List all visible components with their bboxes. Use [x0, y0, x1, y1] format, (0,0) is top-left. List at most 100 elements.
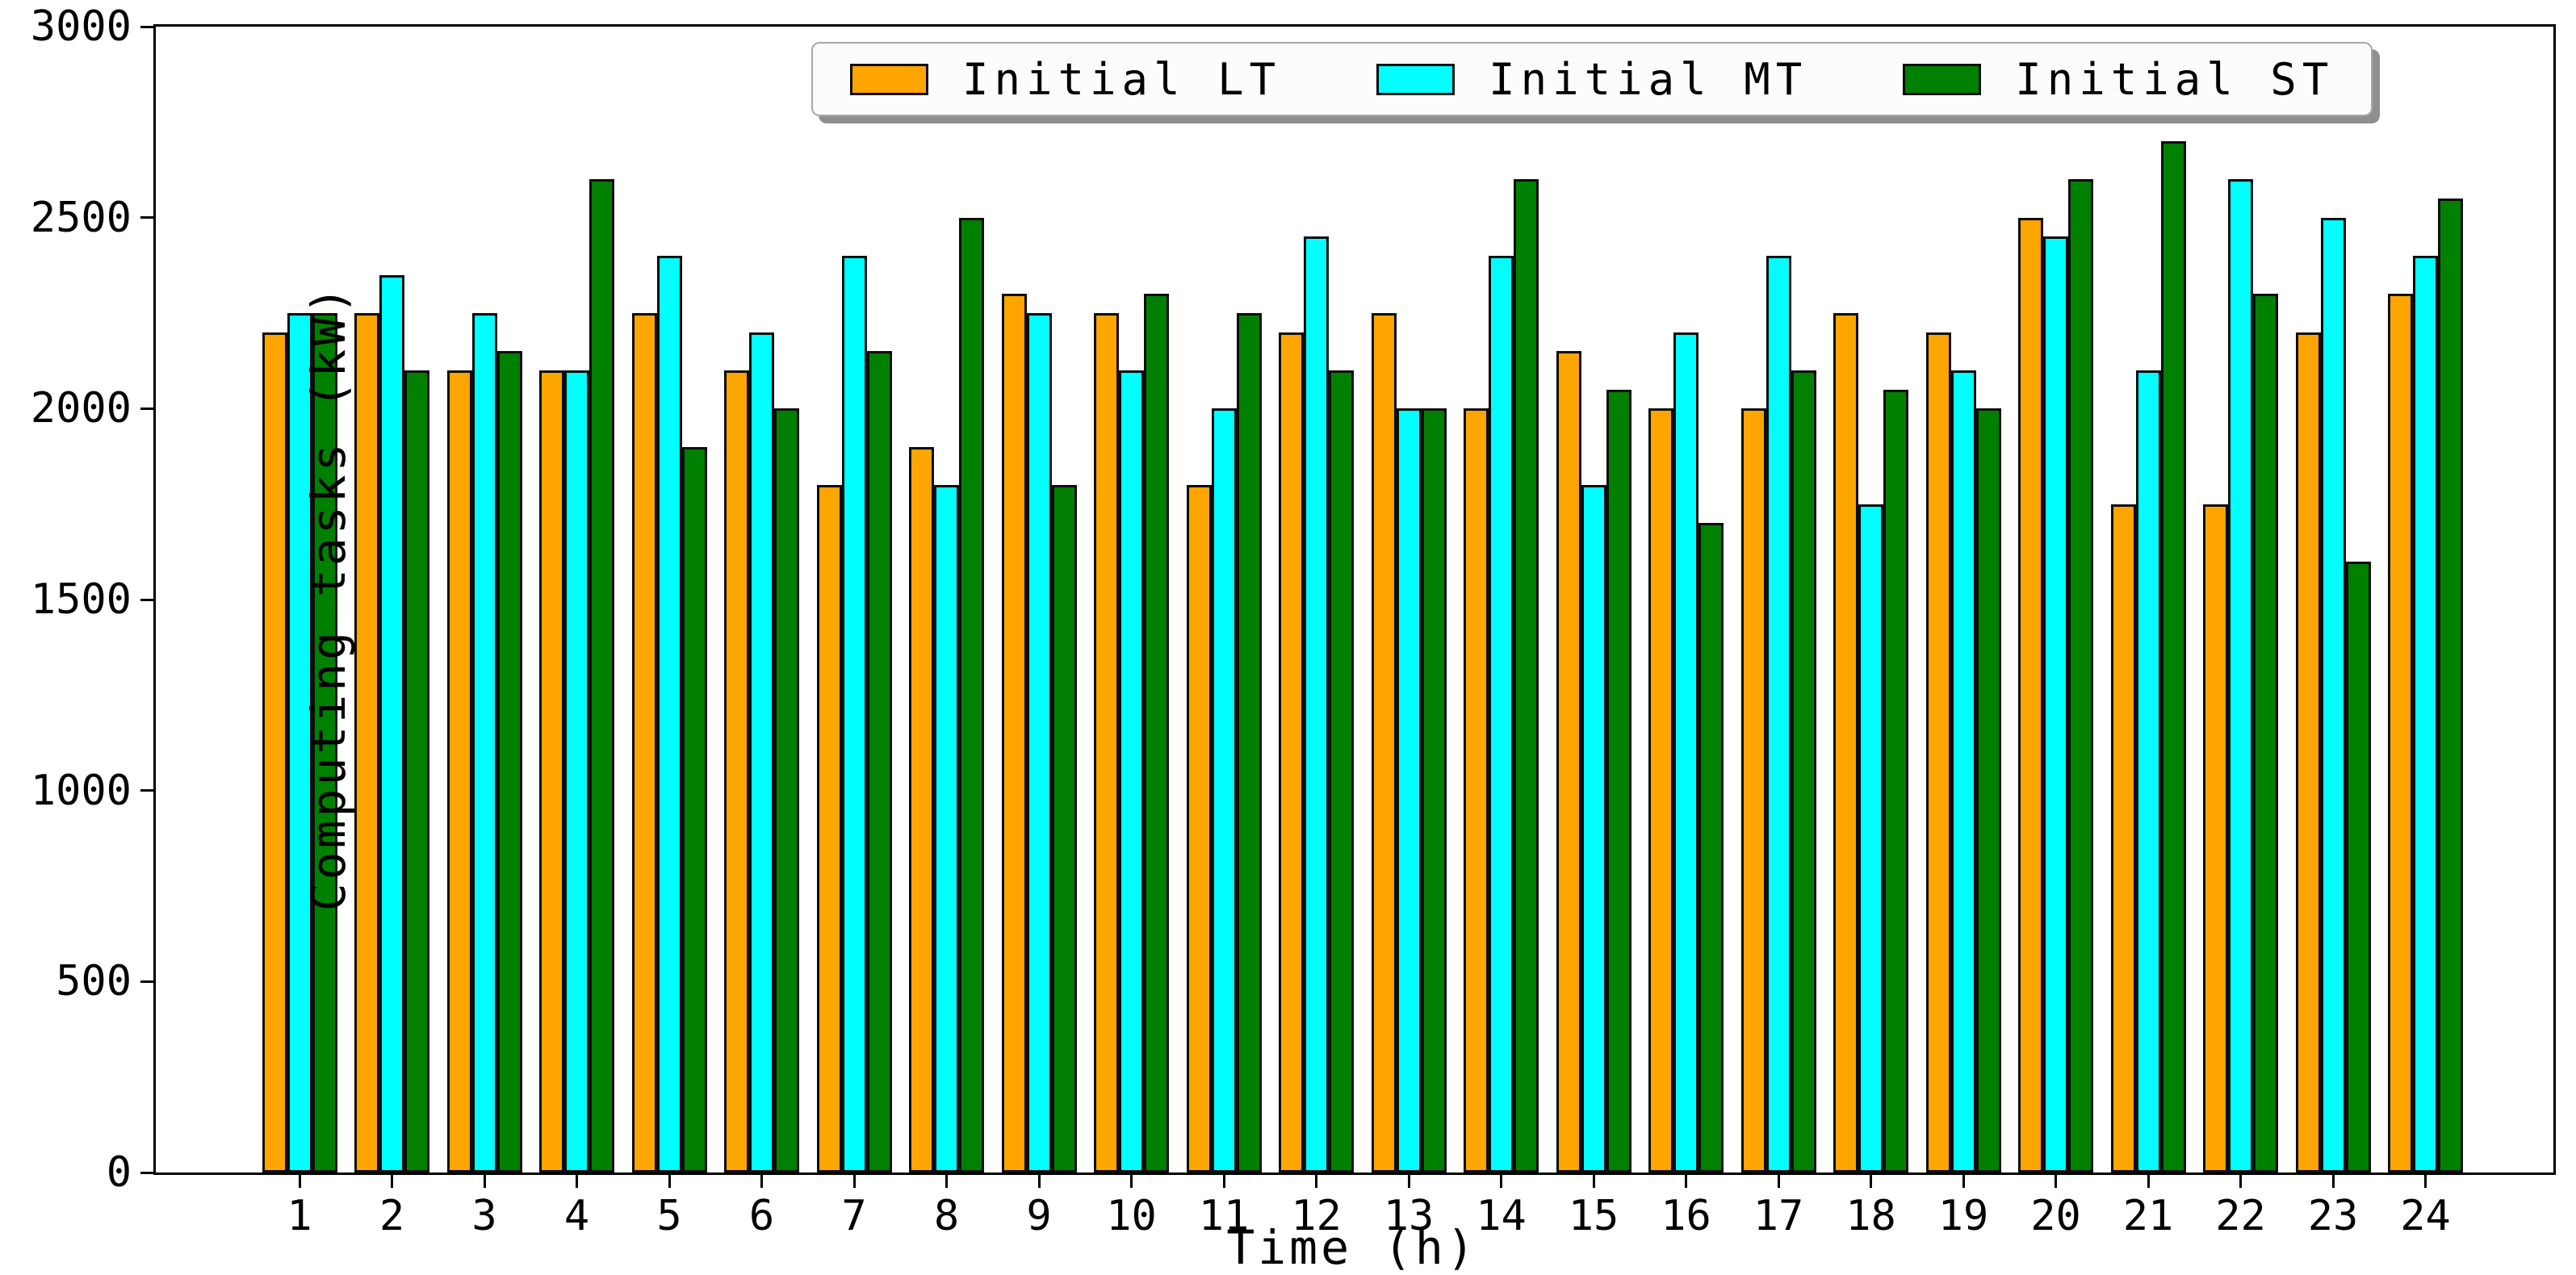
bar-h21-mt [2135, 370, 2161, 1173]
x-tick-mark [852, 1175, 856, 1188]
x-tick-label: 12 [1291, 1192, 1342, 1240]
bar-h19-mt [1950, 370, 1976, 1173]
x-tick-mark [2239, 1175, 2242, 1188]
y-tick-mark [140, 25, 153, 28]
legend-swatch-st [1903, 63, 1982, 95]
x-tick-mark [2055, 1175, 2057, 1188]
y-tick-mark [140, 980, 153, 983]
bar-h2-lt [354, 313, 379, 1173]
bar-h4-st [589, 179, 614, 1173]
x-tick-mark [1222, 1175, 1225, 1188]
bar-h9-mt [1026, 313, 1052, 1173]
x-axis-label: Time (h) [1226, 1220, 1478, 1275]
x-tick-label: 16 [1661, 1192, 1711, 1240]
bar-h13-lt [1371, 313, 1397, 1173]
bar-h9-lt [1001, 294, 1027, 1173]
bar-h20-lt [2018, 218, 2043, 1173]
bar-h15-st [1606, 390, 1631, 1173]
bar-h5-mt [656, 256, 682, 1173]
bar-h24-mt [2413, 256, 2438, 1173]
x-tick-label: 20 [2030, 1192, 2081, 1240]
bar-h16-mt [1673, 332, 1698, 1173]
bar-h9-st [1051, 485, 1077, 1173]
legend-swatch-mt [1376, 63, 1456, 95]
plot-area: 0 500 1000 1500 2000 2500 3000 1 2 3 4 5 6 7 8 9 10 11 12 1… [31, 6, 2556, 1237]
x-tick-mark [2424, 1175, 2427, 1188]
x-tick-label: 9 [1026, 1192, 1052, 1240]
y-tick-mark [140, 1171, 153, 1174]
bar-h8-lt [909, 447, 934, 1173]
legend: Initial LT Initial MT Initial ST [811, 42, 2373, 116]
bar-h6-lt [724, 370, 749, 1173]
x-tick-label: 18 [1845, 1192, 1896, 1240]
bar-h13-mt [1396, 408, 1422, 1173]
x-tick-label: 3 [471, 1192, 497, 1240]
bar-h22-lt [2203, 504, 2228, 1173]
x-tick-label: 17 [1753, 1192, 1804, 1240]
bar-h18-st [1883, 390, 1908, 1173]
x-tick-label: 19 [1937, 1192, 1989, 1240]
y-tick-mark [140, 407, 153, 410]
bar-h10-mt [1119, 370, 1144, 1173]
legend-label-mt: Initial MT [1489, 53, 1808, 105]
bar-h14-lt [1464, 408, 1489, 1173]
x-tick-label: 11 [1198, 1192, 1250, 1240]
bar-h5-st [681, 447, 707, 1173]
bar-h24-lt [2388, 294, 2413, 1173]
x-tick-mark [2331, 1175, 2335, 1188]
bar-h14-st [1514, 179, 1539, 1173]
x-tick-mark [1407, 1175, 1410, 1188]
x-tick-mark [1592, 1175, 1595, 1188]
x-tick-label: 5 [656, 1192, 682, 1240]
bar-h15-lt [1556, 351, 1581, 1173]
bar-h4-mt [564, 370, 589, 1173]
bar-h10-lt [1094, 313, 1119, 1173]
bar-h14-mt [1489, 256, 1514, 1173]
bar-h8-mt [934, 485, 959, 1173]
y-tick-label: 1000 [30, 766, 132, 815]
bar-h1-st [312, 313, 337, 1173]
bar-h1-lt [262, 332, 287, 1173]
bar-h19-st [1975, 408, 2001, 1173]
legend-label-lt: Initial LT [962, 53, 1282, 105]
bar-h23-mt [2320, 218, 2346, 1173]
bar-h12-lt [1279, 332, 1304, 1173]
bar-h8-st [959, 218, 984, 1173]
x-tick-label: 24 [2400, 1192, 2451, 1240]
x-tick-label: 2 [379, 1192, 405, 1240]
bar-h17-mt [1766, 256, 1791, 1173]
bar-h6-mt [749, 332, 774, 1173]
y-tick-label: 2000 [30, 384, 132, 433]
bar-h18-lt [1833, 313, 1858, 1173]
y-axis-label: Computing tasks (kW) [301, 282, 357, 912]
x-tick-mark [1685, 1175, 1687, 1188]
bar-h12-mt [1304, 236, 1329, 1173]
legend-entry-mt: Initial MT [1376, 54, 1807, 105]
bar-h10-st [1144, 294, 1169, 1173]
x-tick-label: 15 [1568, 1192, 1619, 1240]
x-tick-mark [1037, 1175, 1041, 1188]
y-tick-label: 1500 [30, 575, 132, 624]
x-tick-label: 21 [2122, 1192, 2174, 1240]
bar-h11-mt [1211, 408, 1237, 1173]
bar-h13-st [1421, 408, 1447, 1173]
bar-h24-st [2438, 199, 2463, 1173]
y-tick-mark [140, 789, 153, 792]
x-tick-label: 22 [2215, 1192, 2266, 1240]
x-tick-mark [1130, 1175, 1133, 1188]
x-tick-mark [2147, 1175, 2150, 1188]
x-tick-label: 7 [841, 1192, 867, 1240]
legend-entry-lt: Initial LT [850, 54, 1281, 105]
bar-h2-mt [379, 275, 404, 1173]
x-tick-label: 23 [2307, 1192, 2359, 1240]
bar-h17-st [1791, 370, 1816, 1173]
bar-h16-st [1698, 523, 1724, 1173]
bar-h3-mt [471, 313, 497, 1173]
y-tick-label: 3000 [30, 2, 132, 51]
bar-h20-mt [2043, 236, 2068, 1173]
bar-h21-lt [2110, 504, 2136, 1173]
x-tick-mark [668, 1175, 671, 1188]
y-tick-label: 2500 [30, 193, 132, 242]
bar-h7-mt [841, 256, 867, 1173]
